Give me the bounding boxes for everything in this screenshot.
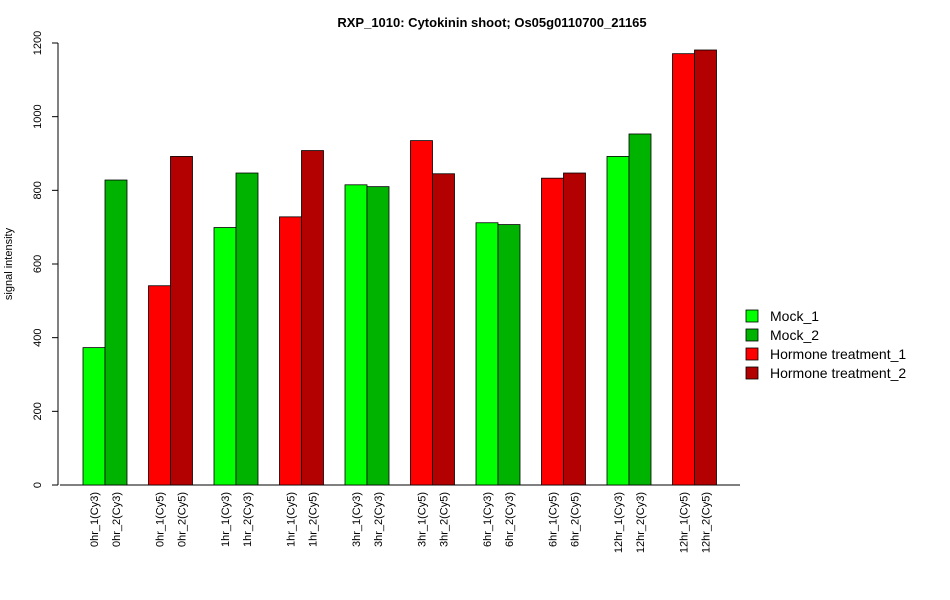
bar-0hr_2(Cy3) (104, 179, 128, 486)
y-tick-label: 1000 (32, 104, 44, 128)
bar-6hr_1(Cy5) (541, 177, 564, 486)
legend-swatch (745, 347, 759, 361)
y-axis: 0 200 400 600 800 1000 1200 (32, 31, 59, 488)
x-tick-label: 3hr_2(Cy3) (373, 492, 385, 547)
x-tick-label: 12hr_1(Cy3) (613, 492, 625, 553)
bar-12hr_2(Cy3) (628, 133, 652, 486)
bar-12hr_2(Cy5) (694, 49, 717, 486)
x-tick-label: 1hr_2(Cy3) (242, 492, 254, 547)
y-tick-label: 600 (32, 255, 44, 273)
x-tick-label: 6hr_2(Cy3) (504, 492, 516, 547)
x-tick-label: 1hr_1(Cy3) (220, 492, 232, 547)
x-tick-label: 6hr_2(Cy5) (570, 492, 582, 547)
x-tick-label: 12hr_2(Cy5) (701, 492, 713, 553)
x-tick-label: 3hr_1(Cy3) (351, 492, 363, 547)
bar-3hr_2(Cy5) (432, 173, 455, 486)
legend-label: Mock_1 (770, 308, 819, 324)
bar-3hr_1(Cy5) (410, 140, 433, 486)
x-tick-label: 0hr_1(Cy3) (89, 492, 101, 547)
y-tick-label: 1200 (32, 31, 44, 55)
x-tick-label: 1hr_2(Cy5) (308, 492, 320, 547)
bar-6hr_2(Cy3) (497, 224, 521, 486)
bar-12hr_1(Cy3) (606, 156, 630, 486)
bars (82, 49, 717, 486)
y-tick-label: 400 (32, 328, 44, 346)
y-tick-label: 800 (32, 181, 44, 199)
y-tick-label: 0 (32, 482, 44, 488)
x-tick-label: 3hr_2(Cy5) (439, 492, 451, 547)
legend-swatch (745, 309, 759, 323)
x-tick-label: 12hr_2(Cy3) (635, 492, 647, 553)
bar-1hr_2(Cy5) (301, 150, 324, 486)
legend: Mock_1 Mock_2 Hormone treatment_1 Hormone t… (745, 308, 906, 381)
legend-label: Hormone treatment_1 (770, 346, 906, 362)
x-tick-label: 0hr_2(Cy5) (177, 492, 189, 547)
legend-swatch (745, 328, 759, 342)
legend-swatch (745, 366, 759, 380)
x-tick-label: 12hr_1(Cy5) (679, 492, 691, 553)
x-tick-label: 6hr_1(Cy5) (548, 492, 560, 547)
x-tick-label: 0hr_1(Cy5) (155, 492, 167, 547)
y-tick-label: 200 (32, 402, 44, 420)
bar-1hr_2(Cy3) (235, 172, 259, 486)
x-tick-label: 1hr_1(Cy5) (286, 492, 298, 547)
legend-label: Mock_2 (770, 327, 819, 343)
bar-1hr_1(Cy5) (279, 216, 302, 486)
x-tick-labels: 0hr_1(Cy3) 0hr_2(Cy3) 0hr_1(Cy5) 0hr_2(Cy5)… (89, 492, 713, 553)
bar-0hr_2(Cy5) (170, 156, 193, 486)
bar-6hr_2(Cy5) (563, 172, 586, 486)
bar-3hr_1(Cy3) (344, 184, 368, 486)
chart-title: RXP_1010: Cytokinin shoot; Os05g0110700_… (337, 15, 646, 30)
y-axis-label: signal intensity (3, 227, 15, 300)
x-tick-label: 6hr_1(Cy3) (482, 492, 494, 547)
bar-3hr_2(Cy3) (366, 186, 390, 486)
bar-0hr_1(Cy5) (148, 285, 171, 486)
x-tick-label: 0hr_2(Cy3) (111, 492, 123, 547)
bar-0hr_1(Cy3) (82, 347, 106, 486)
legend-label: Hormone treatment_2 (770, 365, 906, 381)
x-tick-label: 3hr_1(Cy5) (417, 492, 429, 547)
bar-12hr_1(Cy5) (672, 53, 695, 486)
bar-1hr_1(Cy3) (213, 227, 237, 486)
bar-6hr_1(Cy3) (475, 222, 499, 486)
